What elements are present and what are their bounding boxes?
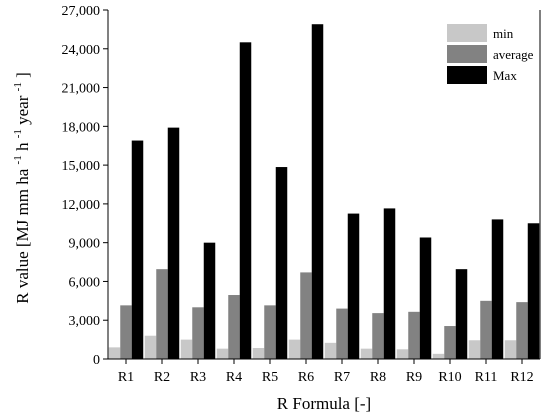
y-tick-label: 21,000 [62, 82, 101, 97]
bar-min-r7 [324, 342, 337, 359]
x-tick-label: R7 [334, 370, 350, 385]
bar-average-r8 [372, 313, 384, 359]
x-tick-label: R2 [154, 370, 170, 385]
legend-swatch-max [447, 66, 487, 84]
bar-max-r8 [383, 208, 396, 359]
y-axis-title-exp1: -1 [12, 155, 24, 164]
bar-average-r2 [156, 269, 168, 359]
x-tick-label: R1 [118, 370, 134, 385]
bar-max-r10 [455, 269, 468, 359]
y-tick-label: 9,000 [69, 237, 101, 252]
bar-average-r6 [300, 272, 312, 359]
y-tick-label: 27,000 [62, 4, 101, 19]
bar-max-r9 [419, 237, 432, 359]
x-tick-label: R8 [370, 370, 386, 385]
y-axis-ticks: 0 3,000 6,000 9,000 12,000 15,000 18,000 21,000… [62, 4, 108, 368]
legend-label-min: min [493, 26, 514, 41]
bar-min-r6 [288, 339, 301, 359]
legend: min average Max [447, 24, 534, 84]
bar-min-r11 [468, 340, 481, 359]
axes-group [107, 10, 541, 360]
bar-max-r5 [275, 167, 288, 359]
y-axis-title-exp3: -1 [12, 82, 24, 91]
x-tick-label: R10 [438, 370, 461, 385]
legend-label-max: Max [493, 68, 517, 83]
x-tick-label: R5 [262, 370, 278, 385]
bar-min-r2 [144, 335, 157, 359]
legend-label-average: average [493, 47, 534, 62]
legend-swatch-min [447, 24, 487, 42]
bar-max-r6 [311, 24, 324, 360]
bar-min-r3 [180, 339, 193, 359]
y-tick-label: 0 [93, 353, 100, 368]
y-tick-label: 3,000 [69, 314, 101, 329]
x-axis-title: R Formula [-] [277, 394, 371, 413]
y-axis-title-exp2: -1 [12, 129, 24, 138]
bar-max-r4 [239, 42, 252, 359]
y-axis-title-mid: h [13, 142, 32, 151]
bar-max-r12 [527, 223, 540, 359]
bar-min-r12 [504, 340, 517, 359]
bar-average-r1 [120, 305, 132, 359]
bar-average-r10 [444, 326, 456, 359]
bar-average-r4 [228, 295, 240, 359]
bar-min-r5 [252, 348, 265, 359]
bar-min-r4 [216, 348, 229, 359]
bar-max-r11 [491, 219, 504, 359]
y-axis-title-close: ] [13, 72, 32, 78]
y-axis-title-end: year [13, 95, 32, 125]
bar-min-r8 [360, 348, 373, 359]
y-tick-label: 18,000 [62, 120, 101, 135]
bar-min-r10 [432, 353, 445, 359]
y-tick-label: 15,000 [62, 159, 101, 174]
y-tick-label: 6,000 [69, 275, 101, 290]
y-tick-label: 24,000 [62, 43, 101, 58]
legend-swatch-average [447, 45, 487, 63]
bar-min-r1 [108, 347, 121, 359]
y-axis-title-main: R value [MJ mm ha [13, 168, 32, 303]
y-tick-label: 12,000 [62, 198, 101, 213]
bar-average-r5 [264, 305, 276, 359]
bar-average-r7 [336, 308, 348, 359]
y-axis-title: R value [MJ mm ha -1 h -1 year -1 ] [6, 72, 32, 304]
bar-min-r9 [396, 349, 409, 359]
x-axis-ticks: R1 R2 R3 R4 R5 R6 R7 R8 R9 R10 R11 R12 [118, 359, 534, 385]
bar-average-r3 [192, 307, 204, 359]
x-tick-label: R4 [226, 370, 242, 385]
x-tick-label: R12 [510, 370, 533, 385]
x-tick-label: R6 [298, 370, 314, 385]
bars-group [108, 24, 540, 360]
bar-average-r9 [408, 311, 420, 359]
bar-max-r3 [203, 242, 216, 359]
bar-max-r1 [131, 140, 144, 359]
bar-average-r12 [516, 302, 528, 359]
x-tick-label: R11 [475, 370, 498, 385]
bar-max-r2 [167, 127, 180, 360]
bar-average-r11 [480, 300, 492, 359]
x-tick-label: R3 [190, 370, 206, 385]
bar-max-r7 [347, 213, 360, 359]
x-tick-label: R9 [406, 370, 422, 385]
